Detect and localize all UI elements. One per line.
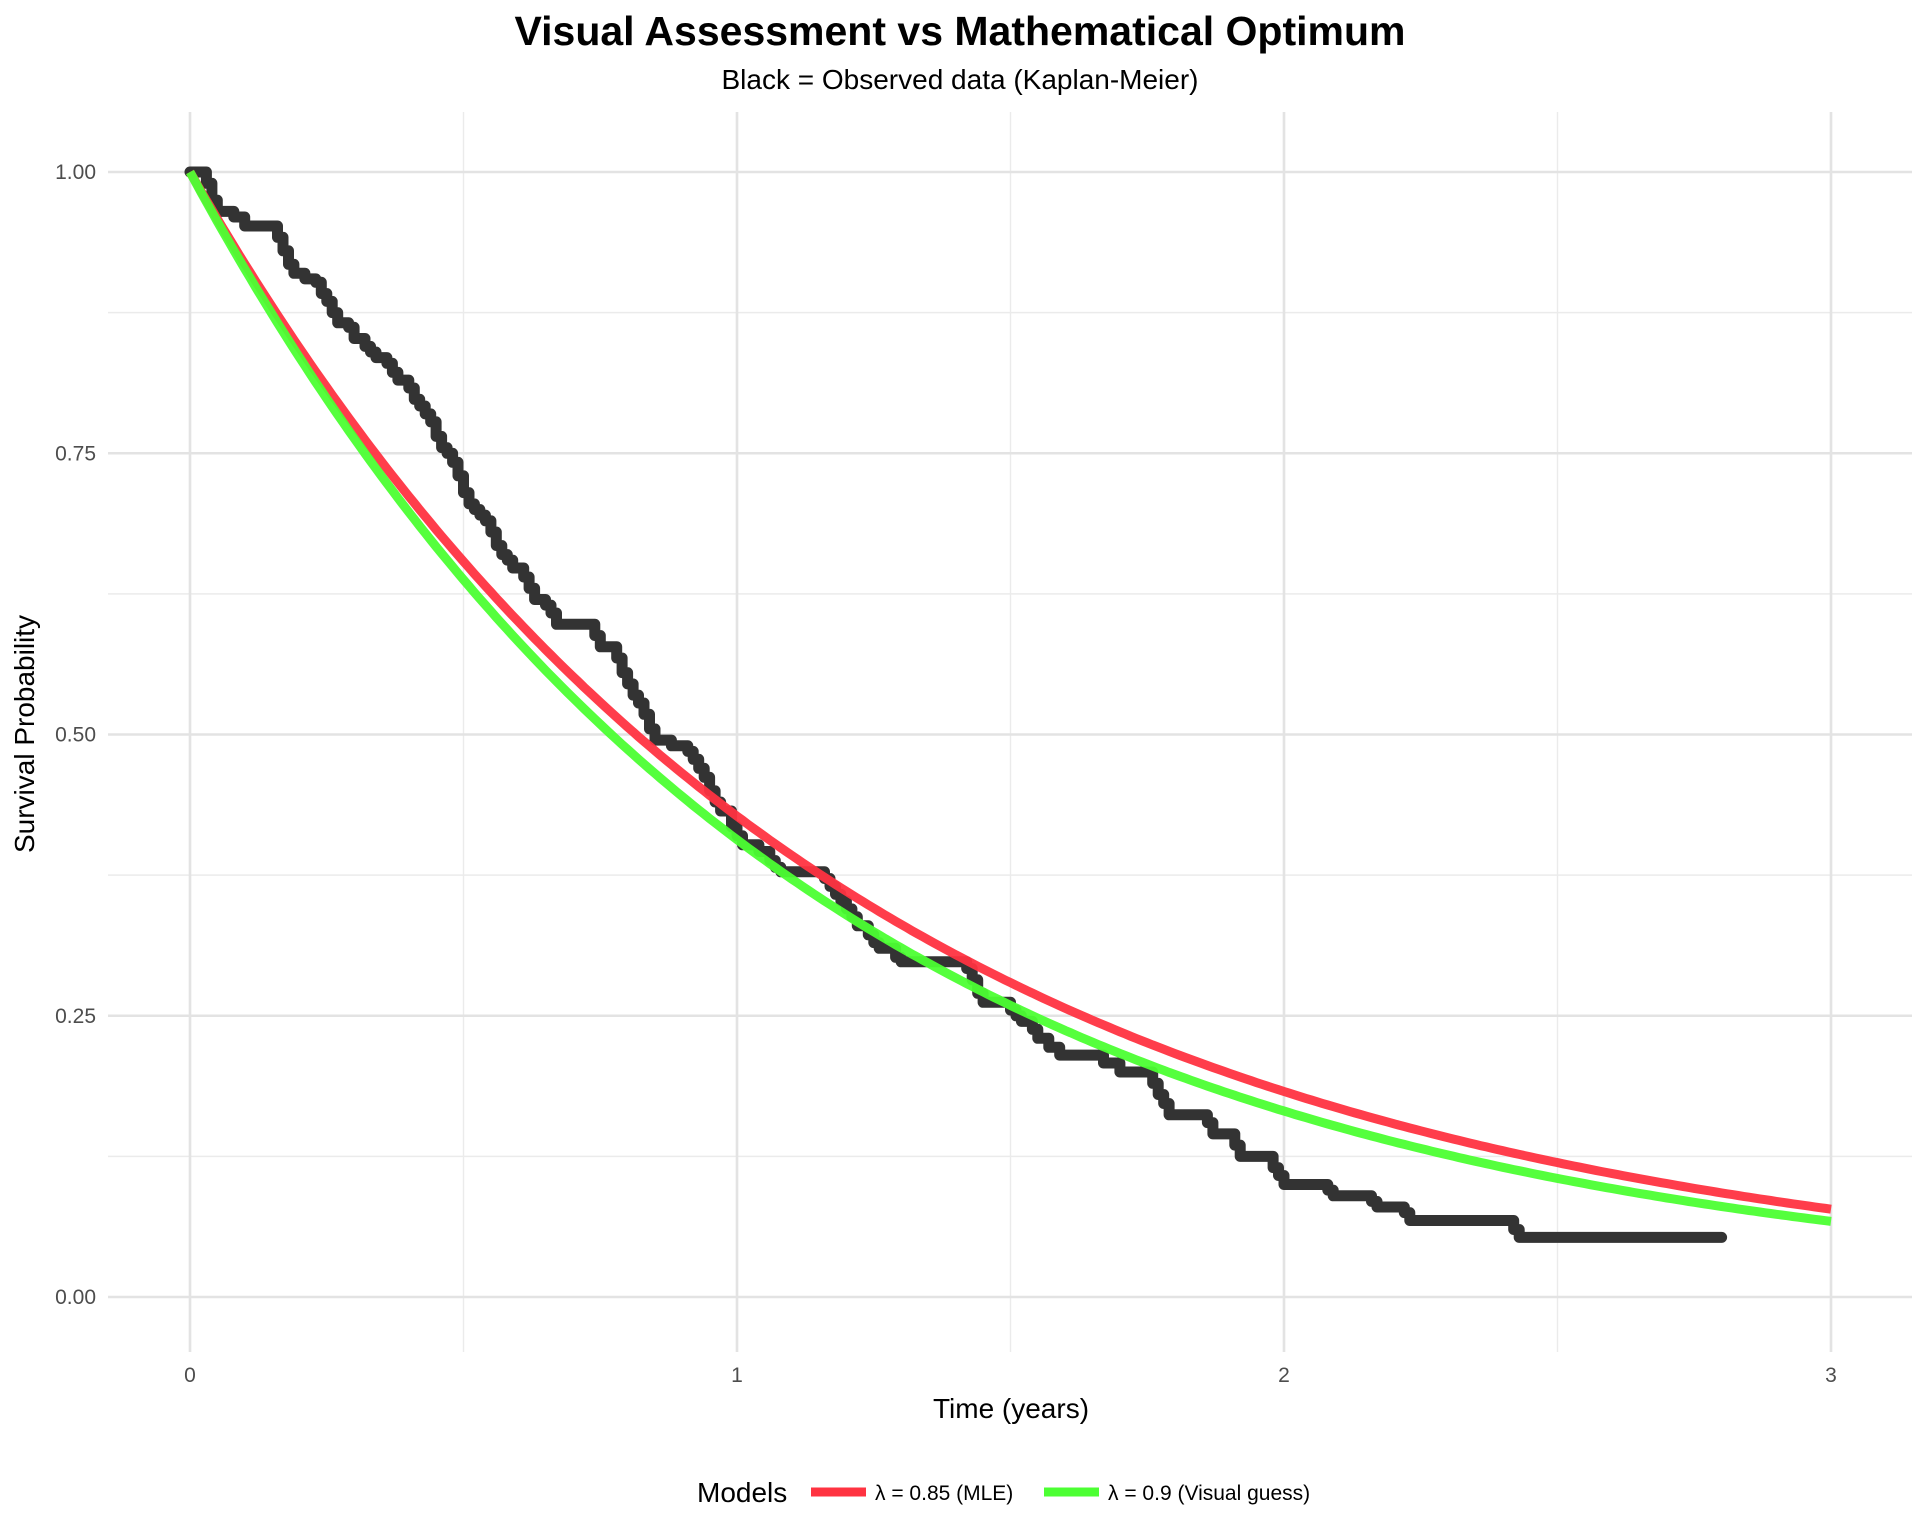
x-tick-label: 3 bbox=[1825, 1364, 1837, 1387]
y-tick-label: 0.25 bbox=[55, 1005, 96, 1028]
y-tick-label: 0.50 bbox=[55, 724, 96, 747]
series-line-1 bbox=[186, 169, 1832, 1226]
chart-subtitle: Black = Observed data (Kaplan-Meier) bbox=[721, 64, 1199, 95]
y-tick-label: 0.75 bbox=[55, 442, 96, 465]
x-tick-label: 1 bbox=[731, 1364, 743, 1387]
x-tick-label: 0 bbox=[184, 1364, 196, 1387]
observed-km-line bbox=[184, 166, 1728, 1243]
y-axis-title: Survival Probability bbox=[9, 615, 40, 853]
legend-label-1: λ = 0.9 (Visual guess) bbox=[1108, 1482, 1310, 1505]
x-axis-title: Time (years) bbox=[933, 1393, 1089, 1424]
series-line-0 bbox=[186, 169, 1832, 1214]
x-tick-label: 2 bbox=[1278, 1364, 1290, 1387]
y-tick-label: 0.00 bbox=[55, 1286, 96, 1309]
chart-title: Visual Assessment vs Mathematical Optimu… bbox=[514, 8, 1406, 54]
legend-title: Models bbox=[697, 1477, 787, 1508]
legend-label-0: λ = 0.85 (MLE) bbox=[875, 1482, 1013, 1505]
y-tick-label: 1.00 bbox=[55, 161, 96, 184]
